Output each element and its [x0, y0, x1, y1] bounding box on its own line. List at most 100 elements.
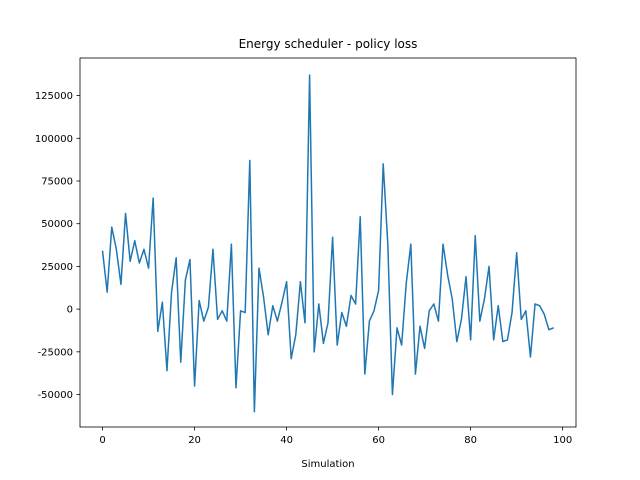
- data-point: [304, 322, 306, 324]
- data-point: [180, 361, 182, 363]
- data-point: [456, 340, 458, 343]
- data-point: [543, 313, 545, 315]
- y-axis-ticks: -50000 -25000 0 25000 50000 75000 100000 125000: [35, 91, 80, 401]
- data-point: [134, 240, 136, 242]
- data-point: [493, 339, 495, 341]
- data-point: [520, 318, 522, 320]
- data-point: [189, 258, 191, 261]
- data-point: [419, 325, 421, 327]
- plot-area-frame: [79, 57, 577, 428]
- x-tick-label: 40: [280, 435, 293, 446]
- data-point: [488, 265, 490, 268]
- data-point: [221, 310, 223, 312]
- x-tick-label: 100: [553, 435, 572, 446]
- data-point: [152, 197, 154, 199]
- data-point: [313, 351, 315, 353]
- data-point: [470, 339, 472, 341]
- data-point: [378, 289, 380, 291]
- y-tick-label: -50000: [38, 390, 73, 401]
- data-point: [373, 310, 375, 312]
- data-point: [447, 274, 449, 276]
- data-point: [341, 311, 343, 314]
- data-point: [548, 329, 550, 331]
- data-point: [511, 311, 513, 314]
- data-point: [276, 320, 278, 322]
- data-point: [244, 311, 246, 314]
- data-point: [451, 298, 453, 300]
- y-tick-label: -25000: [38, 347, 73, 358]
- data-point: [106, 291, 108, 293]
- data-point: [235, 387, 237, 389]
- data-point: [129, 260, 131, 262]
- data-point: [101, 250, 104, 252]
- data-point: [350, 294, 352, 297]
- data-point: [193, 385, 196, 387]
- data-point: [345, 325, 347, 327]
- chart-title: Energy scheduler - policy loss: [239, 37, 418, 51]
- data-point: [249, 159, 251, 162]
- data-point: [170, 291, 173, 293]
- data-point: [424, 347, 426, 350]
- data-point: [318, 303, 320, 305]
- data-point: [143, 248, 145, 250]
- data-point: [295, 334, 297, 336]
- y-tick-label: 75000: [41, 177, 73, 188]
- y-tick-label: 25000: [41, 262, 73, 273]
- data-point: [410, 243, 412, 245]
- data-point: [120, 283, 122, 285]
- x-tick-label: 0: [99, 435, 105, 446]
- data-point: [479, 320, 481, 322]
- series-layer: [101, 74, 555, 413]
- data-point: [327, 322, 329, 324]
- data-point: [442, 243, 444, 245]
- data-point: [525, 310, 527, 312]
- data-point: [460, 318, 463, 320]
- data-point: [529, 356, 532, 358]
- y-tick-label: 125000: [35, 91, 73, 102]
- x-tick-label: 80: [464, 435, 477, 446]
- x-tick-label: 20: [188, 435, 201, 446]
- data-point: [483, 298, 486, 300]
- data-point: [364, 373, 366, 375]
- data-point: [258, 267, 260, 269]
- data-point: [239, 310, 242, 312]
- data-point: [111, 226, 113, 228]
- data-point: [207, 306, 209, 309]
- data-point: [198, 299, 200, 302]
- data-point: [124, 212, 127, 215]
- data-point: [175, 257, 177, 259]
- data-point: [290, 358, 292, 360]
- data-point: [437, 320, 440, 322]
- data-point: [497, 305, 499, 307]
- y-tick-label: 100000: [35, 134, 73, 145]
- data-point: [161, 301, 163, 303]
- y-tick-label: 50000: [41, 219, 73, 230]
- data-point: [262, 296, 265, 298]
- data-point: [428, 310, 430, 312]
- data-point: [230, 243, 232, 245]
- data-point: [166, 370, 168, 372]
- data-point: [355, 303, 357, 305]
- data-point: [147, 267, 150, 269]
- data-point: [391, 393, 394, 396]
- data-point: [138, 262, 140, 264]
- y-tick-label: 0: [67, 305, 73, 316]
- data-point: [552, 327, 555, 329]
- data-point: [299, 281, 301, 283]
- data-point: [332, 236, 334, 238]
- data-point: [203, 320, 205, 322]
- data-point: [368, 320, 371, 322]
- data-point: [253, 411, 255, 413]
- data-point: [336, 344, 338, 346]
- data-point: [212, 248, 214, 250]
- data-point: [539, 305, 541, 307]
- data-point: [405, 282, 407, 285]
- data-point: [272, 305, 274, 307]
- data-point: [281, 301, 283, 303]
- data-point: [359, 216, 361, 218]
- data-point: [184, 279, 186, 281]
- data-point: [285, 281, 288, 283]
- data-point: [396, 327, 398, 329]
- data-point: [382, 163, 384, 165]
